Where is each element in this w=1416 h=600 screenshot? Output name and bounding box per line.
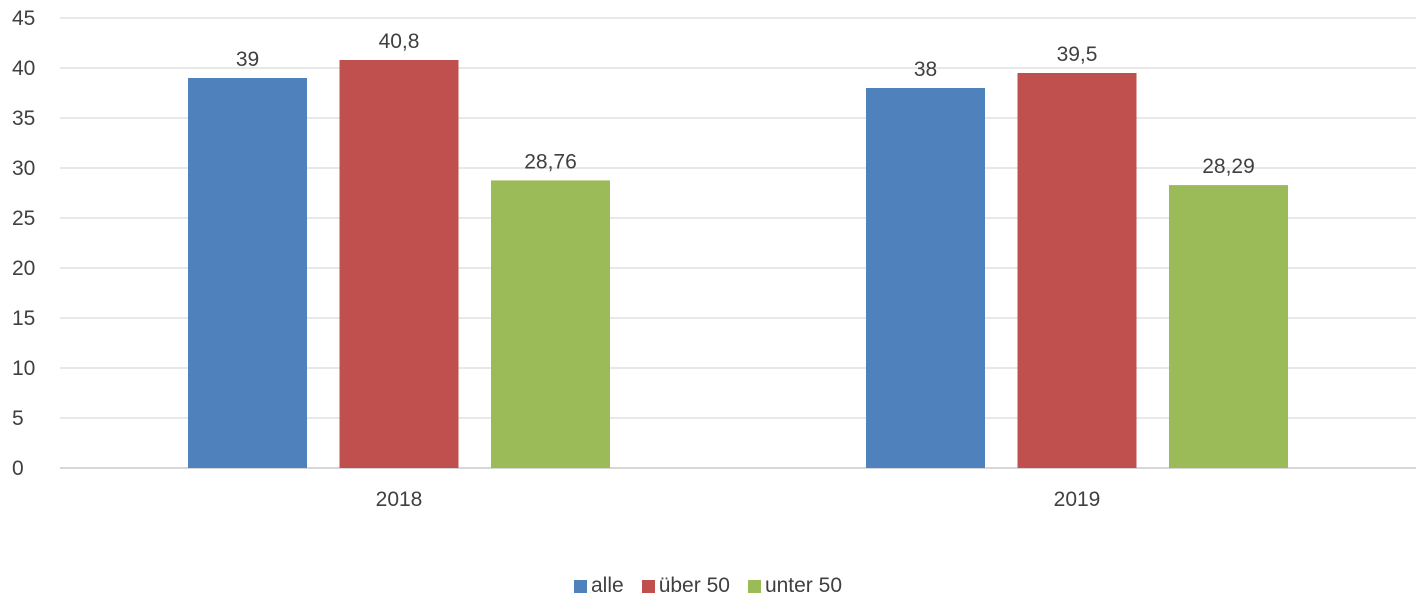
y-tick-label: 20 xyxy=(12,257,35,280)
y-tick-label: 40 xyxy=(12,57,35,80)
bar-alle-2019 xyxy=(866,88,985,468)
x-tick-label: 2019 xyxy=(1054,488,1101,511)
data-label: 28,29 xyxy=(1202,155,1255,178)
data-labels: 39 40,8 28,76 38 39,5 28,29 xyxy=(236,30,1255,178)
y-tick-label: 35 xyxy=(12,107,35,130)
y-tick-label: 5 xyxy=(12,407,24,430)
y-tick-label: 25 xyxy=(12,207,35,230)
y-axis: 0 5 10 15 20 25 30 35 40 45 xyxy=(12,7,35,480)
data-label: 40,8 xyxy=(379,30,420,53)
data-label: 39 xyxy=(236,48,259,71)
data-label: 28,76 xyxy=(524,150,577,173)
bar-unter-50-2018 xyxy=(491,180,610,468)
legend-label: unter 50 xyxy=(764,574,842,597)
y-tick-label: 10 xyxy=(12,357,35,380)
x-tick-label: 2018 xyxy=(376,488,423,511)
data-label: 39,5 xyxy=(1057,43,1098,66)
y-tick-label: 30 xyxy=(12,157,35,180)
legend-item-ueber-50: über 50 xyxy=(641,574,730,598)
legend-label: über 50 xyxy=(658,574,730,597)
y-tick-label: 45 xyxy=(12,7,35,30)
legend-item-alle: alle xyxy=(574,574,624,598)
bar-unter-50-2019 xyxy=(1169,185,1288,468)
bar-chart: 0 5 10 15 20 25 30 35 40 45 39 40,8 28,76 38 39,5 28,2… xyxy=(12,7,1416,511)
legend: alle über 50 unter 50 xyxy=(0,574,1416,598)
legend-item-unter-50: unter 50 xyxy=(747,574,842,598)
data-label: 38 xyxy=(914,58,937,81)
legend-swatch xyxy=(747,579,761,593)
legend-swatch xyxy=(641,579,655,593)
y-tick-label: 15 xyxy=(12,307,35,330)
legend-swatch xyxy=(574,579,587,593)
y-tick-label: 0 xyxy=(12,457,24,480)
x-axis: 2018 2019 xyxy=(376,488,1101,511)
bar-über-50-2018 xyxy=(339,60,459,468)
bar-über-50-2019 xyxy=(1017,73,1137,468)
bar-alle-2018 xyxy=(188,78,307,468)
legend-label: alle xyxy=(591,574,624,597)
bars xyxy=(188,60,1288,468)
